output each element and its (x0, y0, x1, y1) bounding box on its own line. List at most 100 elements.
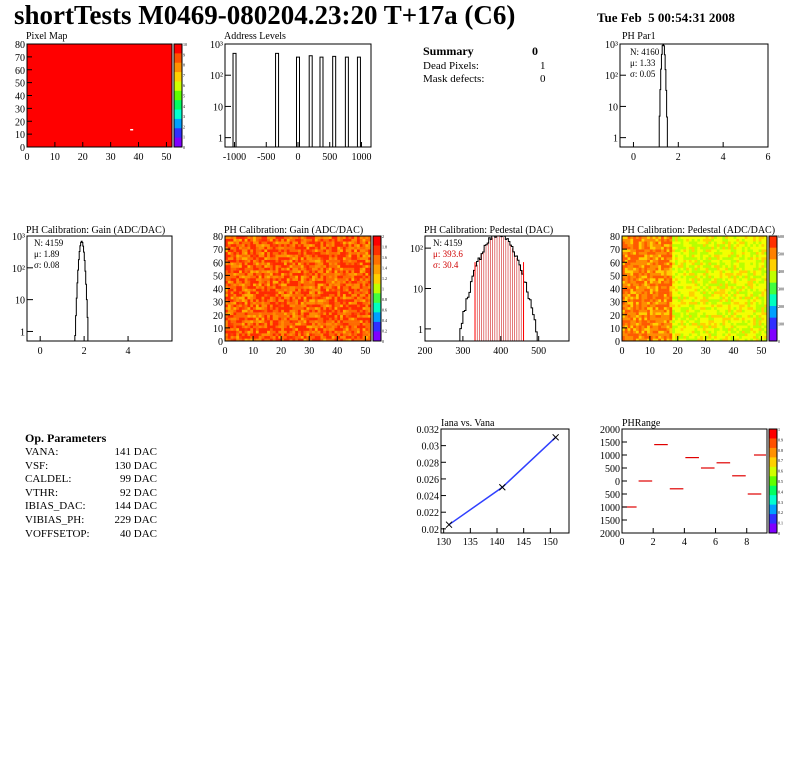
heatmap-cell (666, 314, 670, 318)
heatmap-cell (286, 254, 290, 258)
heatmap-cell (750, 236, 754, 239)
heatmap-cell (267, 259, 271, 263)
heatmap-cell (306, 241, 310, 245)
heatmap-cell (627, 288, 631, 292)
heatmap-cell (278, 293, 282, 297)
heatmap-cell (747, 264, 751, 268)
heatmap-cell (306, 317, 310, 321)
heatmap-cell (624, 270, 628, 274)
heatmap-cell (225, 327, 229, 331)
heatmap-cell (306, 314, 310, 318)
heatmap-cell (661, 264, 665, 268)
heatmap-cell (253, 254, 257, 258)
heatmap-cell (638, 288, 642, 292)
heatmap-cell (264, 246, 268, 250)
heatmap-cell (323, 299, 327, 302)
heatmap-cell (303, 236, 307, 239)
heatmap-cell (283, 254, 288, 258)
heatmap-cell (241, 249, 245, 253)
heatmap-cell (730, 236, 734, 239)
heatmap-cell (227, 246, 231, 250)
heatmap-cell (312, 270, 316, 274)
heatmap-cell (630, 312, 634, 316)
heatmap-cell (230, 270, 234, 274)
heatmap-cell (351, 254, 355, 258)
heatmap-cell (635, 317, 640, 321)
heatmap-cell (758, 291, 762, 295)
heatmap-cell (730, 246, 734, 250)
heatmap-cell (283, 264, 288, 268)
heatmap-cell (354, 251, 358, 255)
colorbar-segment (769, 438, 777, 449)
heatmap-cell (356, 236, 361, 239)
stats-line: μ: 1.33 (630, 58, 656, 68)
heatmap-cell (627, 306, 631, 310)
heatmap-cell (362, 333, 366, 337)
heatmap-cell (705, 301, 709, 305)
heatmap-cell (244, 285, 248, 289)
y-tick-label: 0.03 (422, 442, 440, 453)
heatmap-cell (730, 251, 734, 255)
heatmap-cell (649, 243, 653, 247)
heatmap-cell (683, 251, 687, 255)
heatmap-cell (278, 241, 282, 245)
heatmap-cell (281, 249, 285, 253)
heatmap-cell (269, 309, 274, 313)
heatmap-cell (655, 278, 659, 281)
heatmap-cell (275, 314, 279, 318)
heatmap-cell (622, 270, 626, 274)
heatmap-cell (365, 304, 369, 308)
heatmap-cell (342, 264, 347, 268)
heatmap-cell (342, 238, 347, 242)
heatmap-cell (719, 317, 723, 321)
heatmap-cell (261, 278, 265, 281)
heatmap-cell (733, 333, 737, 337)
heatmap-cell (281, 330, 285, 334)
heatmap-cell (342, 270, 347, 274)
heatmap-cell (733, 270, 737, 274)
heatmap-cell (702, 267, 706, 271)
heatmap-cell (239, 280, 243, 284)
heatmap-cell (686, 283, 690, 287)
heatmap-cell (253, 280, 257, 284)
heatmap-cell (647, 264, 651, 268)
heatmap-cell (672, 267, 676, 271)
heatmap-cell (368, 264, 372, 268)
heatmap-cell (644, 249, 648, 253)
colorbar-tick-label: 400 (778, 269, 784, 274)
heatmap-cell (633, 275, 637, 279)
heatmap-cell (649, 296, 653, 300)
heatmap-cell (638, 264, 642, 268)
heatmap-cell (661, 299, 665, 302)
heatmap-cell (253, 238, 257, 242)
heatmap-cell (641, 249, 645, 253)
heatmap-cell (733, 241, 737, 245)
heatmap-cell (747, 280, 751, 284)
heatmap-cell (244, 257, 248, 260)
heatmap-cell (236, 270, 240, 274)
heatmap-cell (633, 335, 637, 339)
heatmap-cell (326, 280, 330, 284)
heatmap-cell (719, 309, 723, 313)
heatmap-cell (359, 283, 363, 287)
heatmap-cell (328, 280, 332, 284)
heatmap-cell (247, 338, 251, 342)
y-tick-label: 1000 (600, 451, 620, 462)
heatmap-cell (739, 280, 743, 284)
heatmap-cell (700, 238, 704, 242)
heatmap-cell (753, 267, 757, 271)
heatmap-cell (340, 270, 344, 274)
heatmap-cell (264, 264, 268, 268)
heatmap-cell (348, 314, 352, 318)
heatmap-cell (700, 283, 704, 287)
heatmap-cell (744, 304, 748, 308)
heatmap-cell (750, 262, 754, 266)
heatmap-cell (764, 249, 768, 253)
heatmap-cell (298, 259, 302, 263)
heatmap-cell (317, 330, 321, 334)
heatmap-cell (354, 243, 358, 247)
heatmap-cell (267, 264, 271, 268)
heatmap-cell (300, 317, 304, 321)
heatmap-cell (278, 299, 282, 302)
heatmap-cell (739, 241, 743, 245)
